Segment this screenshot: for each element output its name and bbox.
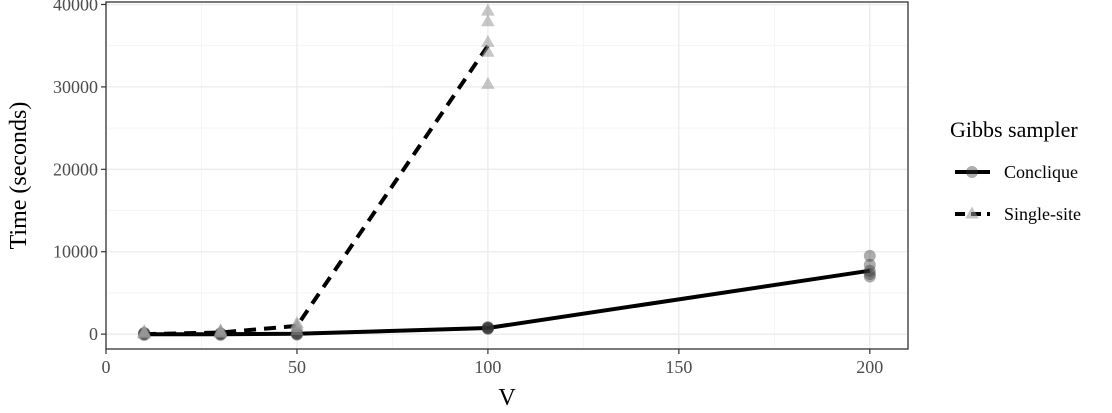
- x-tick-label: 100: [474, 357, 501, 377]
- legend-marker-single-site: [965, 206, 979, 219]
- series-line-conclique: [144, 268, 871, 337]
- panel-border: [105, 1, 909, 350]
- data-point-conclique: [481, 321, 494, 334]
- y-axis-title: Time (seconds): [6, 102, 32, 250]
- grid: [105, 2, 908, 349]
- data-point-conclique: [863, 264, 876, 277]
- x-tick-label: 0: [102, 357, 111, 377]
- x-tick-label: 150: [665, 357, 692, 377]
- x-axis-title: V: [498, 385, 516, 411]
- plot-series: [144, 44, 871, 337]
- data-point-conclique: [863, 270, 876, 283]
- legend: Gibbs sampler Conclique Single-site: [950, 117, 1081, 224]
- x-tick-label: 200: [856, 357, 883, 377]
- plot-points: [137, 3, 876, 341]
- axes: 0 50 100 150 200 0 10000 20000 30000 40000: [53, 0, 883, 377]
- data-point-conclique: [863, 249, 876, 262]
- data-point-conclique: [481, 322, 494, 335]
- data-point-single-site: [137, 324, 151, 337]
- data-point-conclique: [481, 322, 494, 335]
- legend-marker-conclique: [966, 166, 978, 178]
- data-point-conclique: [863, 267, 876, 280]
- series-line-single-site: [144, 44, 490, 337]
- data-point-single-site: [481, 14, 495, 27]
- y-tick-label: 0: [89, 324, 98, 344]
- data-point-single-site: [481, 44, 495, 57]
- legend-label-conclique: Conclique: [1004, 162, 1078, 182]
- data-point-conclique: [481, 321, 494, 334]
- legend-key-conclique: [955, 166, 990, 178]
- data-point-conclique: [863, 258, 876, 271]
- y-tick-label: 30000: [53, 77, 98, 97]
- data-point-single-site: [213, 323, 228, 336]
- legend-item-conclique: Conclique: [955, 162, 1078, 182]
- data-point-single-site: [481, 3, 495, 16]
- data-point-conclique: [481, 321, 494, 334]
- legend-title: Gibbs sampler: [950, 117, 1078, 142]
- legend-key-single-site: [955, 206, 990, 219]
- data-point-single-site: [290, 315, 304, 328]
- y-tick-label: 40000: [53, 0, 98, 14]
- data-point-single-site: [481, 34, 495, 47]
- y-tick-label: 20000: [53, 159, 98, 179]
- data-point-single-site: [481, 76, 495, 89]
- y-tick-label: 10000: [53, 242, 98, 262]
- x-tick-label: 50: [288, 357, 306, 377]
- legend-item-single-site: Single-site: [955, 204, 1081, 224]
- legend-label-single-site: Single-site: [1004, 204, 1081, 224]
